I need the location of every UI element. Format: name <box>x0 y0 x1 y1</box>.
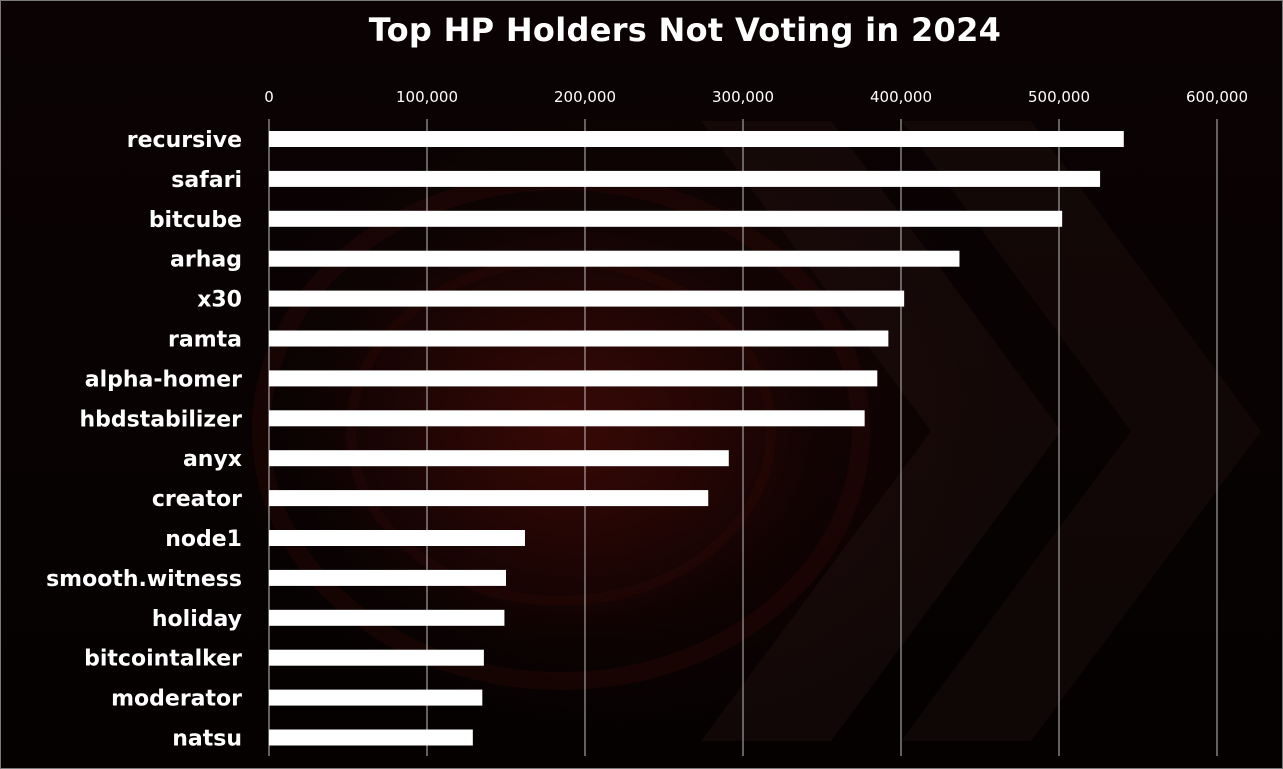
chart-title: Top HP Holders Not Voting in 2024 <box>368 11 1002 49</box>
bars <box>269 131 1124 746</box>
category-label: alpha-homer <box>85 367 242 392</box>
bar-creator <box>269 490 709 507</box>
category-label: recursive <box>127 128 242 153</box>
bar-smooth-witness <box>269 569 506 586</box>
category-label: arhag <box>170 248 242 273</box>
category-label: bitcointalker <box>84 647 242 672</box>
category-label: creator <box>152 487 242 512</box>
x-tick-label: 500,000 <box>1028 88 1090 106</box>
bar-moderator <box>269 689 483 706</box>
category-label: safari <box>171 168 242 193</box>
bar-ramta <box>269 330 889 347</box>
bar-hbdstabilizer <box>269 410 865 427</box>
category-labels: recursive safari bitcube arhag x30 ramta alpha… <box>46 128 242 752</box>
category-label: ramta <box>168 328 242 353</box>
bar-node1 <box>269 530 525 546</box>
category-label: moderator <box>111 687 242 712</box>
category-label: hbdstabilizer <box>79 407 242 432</box>
x-tick-labels: 0 100,000 200,000 300,000 400,000 500,000 600,… <box>264 88 1248 106</box>
category-label: x30 <box>197 288 242 313</box>
background-artwork <box>252 121 1261 741</box>
bar-arhag <box>269 250 960 267</box>
category-label: natsu <box>172 727 242 752</box>
bar-anyx <box>269 450 729 467</box>
x-tick-label: 200,000 <box>554 88 616 106</box>
category-label: node1 <box>165 527 242 552</box>
bar-holiday <box>269 609 505 626</box>
x-tick-label: 300,000 <box>712 88 774 106</box>
x-tick-label: 400,000 <box>870 88 932 106</box>
bar-safari <box>269 170 1101 187</box>
bar-natsu <box>269 729 473 746</box>
category-label: holiday <box>152 607 242 632</box>
bar-x30 <box>269 290 905 307</box>
x-tick-label: 600,000 <box>1186 88 1248 106</box>
category-label: smooth.witness <box>46 567 242 592</box>
bar-bitcube <box>269 210 1063 227</box>
category-label: anyx <box>183 447 242 472</box>
bar-alpha-homer <box>269 370 878 387</box>
x-tick-label: 100,000 <box>396 88 458 106</box>
bar-recursive <box>269 131 1124 147</box>
category-label: bitcube <box>149 208 242 233</box>
bar-bitcointalker <box>269 649 484 666</box>
x-tick-label: 0 <box>264 88 274 106</box>
